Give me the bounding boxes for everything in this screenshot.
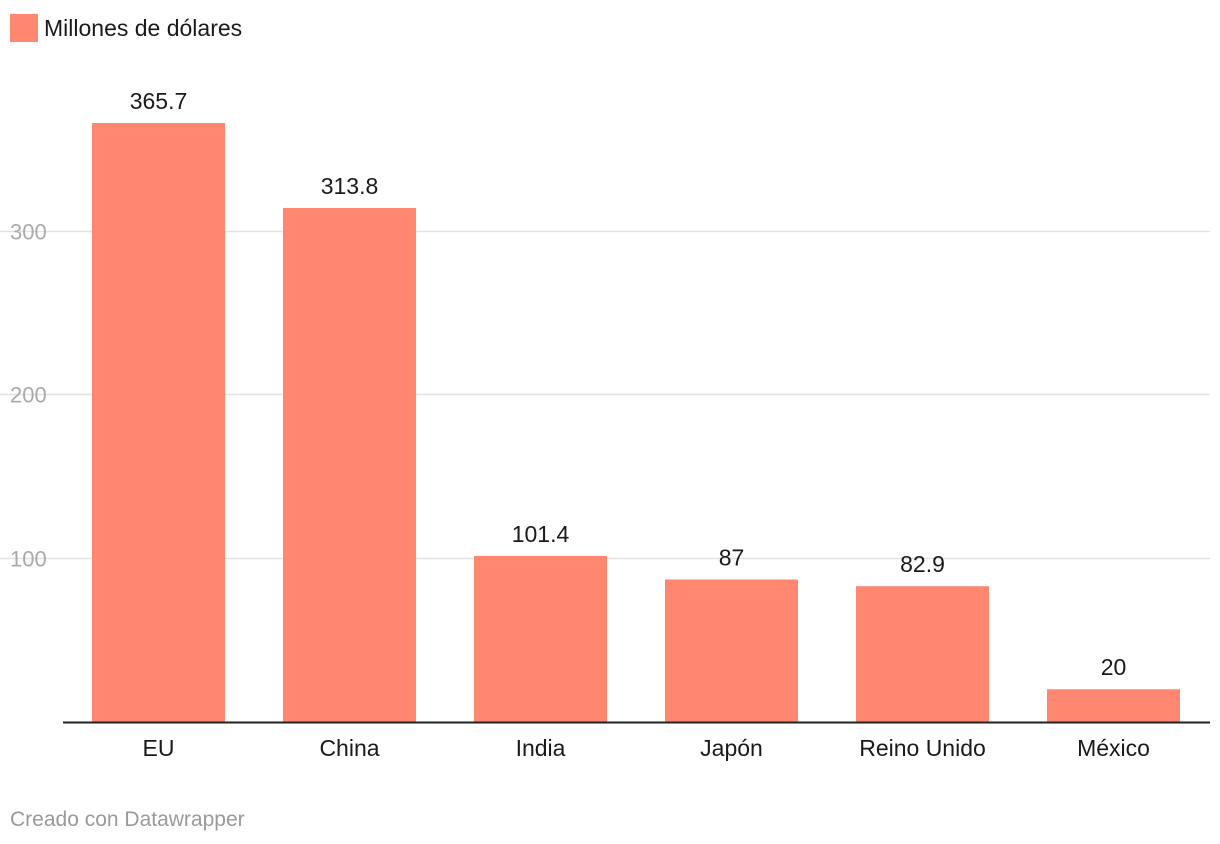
value-labels: 365.7 313.8 101.4 87 82.9 20 <box>130 88 1127 680</box>
value-label-jap-n: 87 <box>719 544 745 570</box>
value-label-reino-unido: 82.9 <box>900 551 945 577</box>
category-label-jap-n: Japón <box>700 735 763 761</box>
footer-credit: Creado con Datawrapper <box>10 808 245 831</box>
legend-label: Millones de dólares <box>44 14 243 41</box>
bar-india <box>474 555 607 722</box>
bar-reino-unido <box>856 586 989 722</box>
bar-m-xico <box>1047 689 1180 722</box>
y-tick-label-300: 300 <box>10 220 47 245</box>
x-axis-labels: EU China India Japón Reino Unido México <box>143 735 1150 761</box>
bar-eu <box>92 123 225 722</box>
y-tick-label-200: 200 <box>10 383 47 408</box>
chart-legend: Millones de dólares <box>10 14 242 42</box>
value-label-india: 101.4 <box>512 521 570 547</box>
bar-jap-n <box>665 579 798 722</box>
bars <box>92 123 1180 723</box>
bar-china <box>283 208 416 723</box>
value-label-eu: 365.7 <box>130 88 188 114</box>
category-label-china: China <box>319 735 379 761</box>
value-label-china: 313.8 <box>321 173 379 199</box>
legend-swatch <box>10 14 38 42</box>
category-label-eu: EU <box>143 735 175 761</box>
category-label-india: India <box>516 735 566 761</box>
y-tick-label-100: 100 <box>10 547 47 572</box>
value-label-m-xico: 20 <box>1101 654 1127 680</box>
category-label-m-xico: México <box>1077 735 1150 761</box>
y-axis-ticks: 100 200 300 <box>10 220 47 572</box>
category-label-reino-unido: Reino Unido <box>859 735 986 761</box>
